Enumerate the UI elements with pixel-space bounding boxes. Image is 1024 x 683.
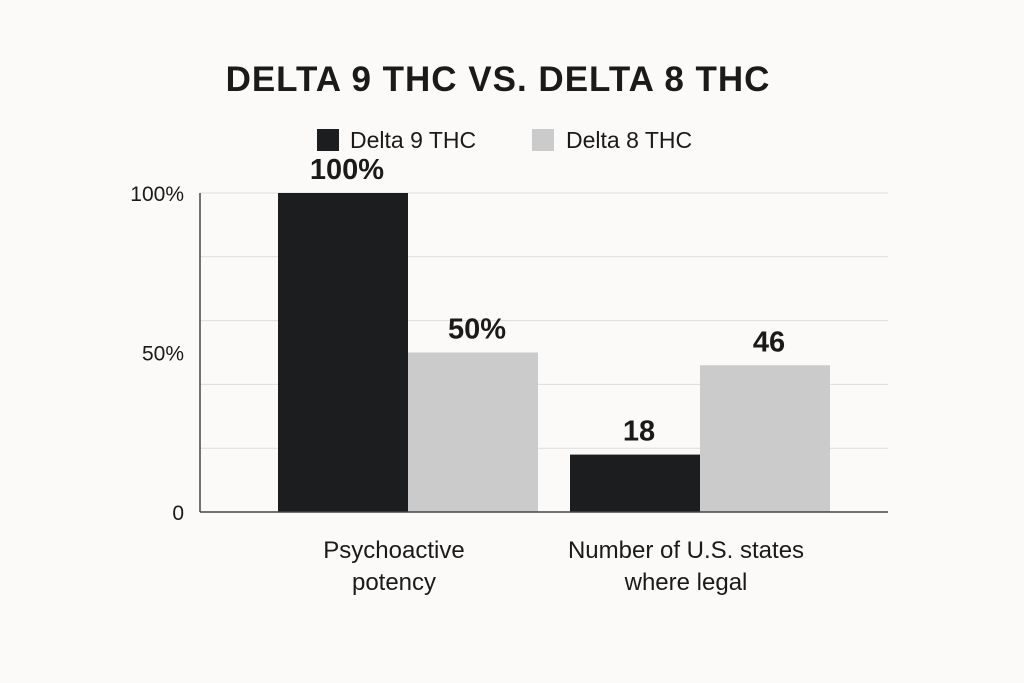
legend-swatch-delta8 bbox=[532, 129, 554, 151]
legend-label-delta9: Delta 9 THC bbox=[350, 127, 476, 153]
category-label: Number of U.S. states where legal bbox=[568, 537, 804, 596]
y-tick-label: 50% bbox=[142, 343, 184, 366]
data-label: 46 bbox=[753, 326, 785, 358]
chart-title: DELTA 9 THC VS. DELTA 8 THC bbox=[226, 60, 771, 99]
legend-label-delta8: Delta 8 THC bbox=[566, 127, 692, 153]
bar-delta8 bbox=[700, 365, 830, 512]
y-tick-label: 0 bbox=[172, 502, 184, 525]
bar-delta9 bbox=[278, 193, 408, 512]
legend-swatch-delta9 bbox=[317, 129, 339, 151]
legend: Delta 9 THC Delta 8 THC bbox=[317, 127, 692, 153]
data-label: 50% bbox=[448, 314, 506, 346]
bar-delta9 bbox=[570, 454, 700, 512]
data-label: 100% bbox=[310, 154, 384, 186]
bar-delta8 bbox=[408, 352, 538, 512]
data-label: 18 bbox=[623, 416, 655, 448]
y-tick-label: 100% bbox=[130, 183, 184, 206]
category-label: Psychoactive potency bbox=[323, 537, 464, 596]
plot-area: 0 50% 100% 100% 50% Psychoactive potency 18 46 Nu… bbox=[130, 154, 888, 596]
